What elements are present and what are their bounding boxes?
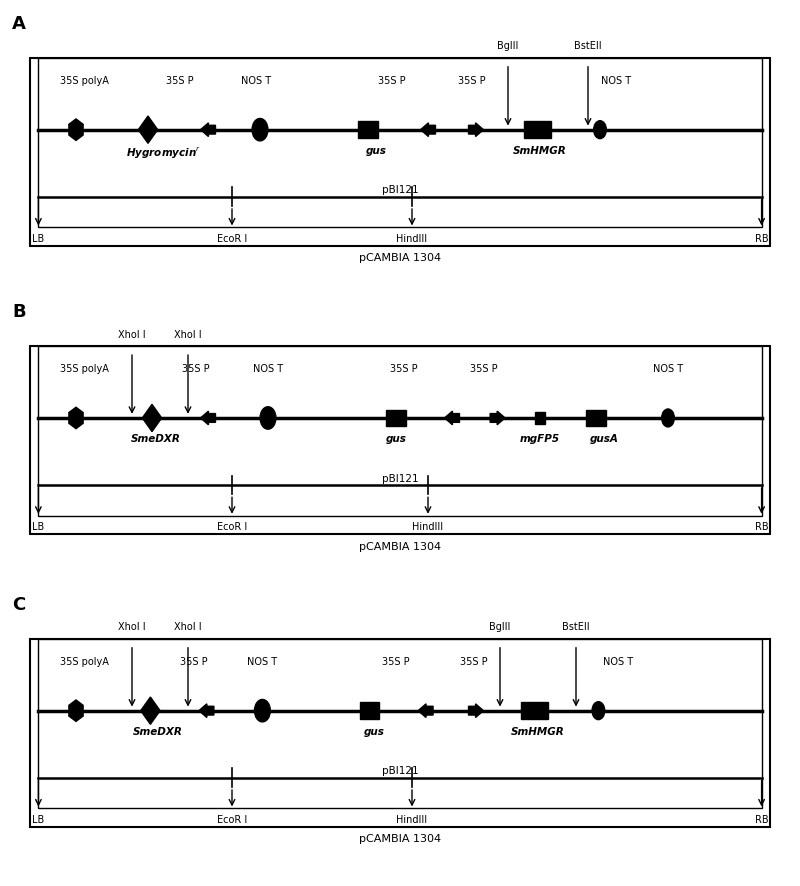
Text: pBI121: pBI121 bbox=[382, 473, 418, 483]
FancyBboxPatch shape bbox=[522, 703, 548, 719]
Text: HindIII: HindIII bbox=[397, 814, 427, 824]
FancyArrow shape bbox=[201, 412, 215, 425]
Polygon shape bbox=[69, 120, 83, 141]
Polygon shape bbox=[69, 408, 83, 429]
FancyArrow shape bbox=[199, 704, 214, 718]
Ellipse shape bbox=[252, 120, 268, 142]
FancyBboxPatch shape bbox=[38, 58, 762, 228]
Text: C: C bbox=[12, 595, 26, 613]
Text: LB: LB bbox=[32, 522, 45, 532]
Text: BglII: BglII bbox=[498, 42, 518, 51]
Text: mgFP5: mgFP5 bbox=[520, 434, 560, 444]
Text: HindIII: HindIII bbox=[413, 522, 443, 532]
Text: pBI121: pBI121 bbox=[382, 766, 418, 775]
FancyBboxPatch shape bbox=[30, 346, 770, 534]
Text: 35S polyA: 35S polyA bbox=[59, 76, 109, 86]
FancyArrow shape bbox=[469, 704, 483, 718]
Text: 35S P: 35S P bbox=[460, 657, 487, 666]
Text: pCAMBIA 1304: pCAMBIA 1304 bbox=[359, 541, 441, 551]
Text: 35S P: 35S P bbox=[470, 364, 498, 374]
Text: RB: RB bbox=[754, 234, 769, 244]
Text: BstEII: BstEII bbox=[562, 622, 590, 632]
Ellipse shape bbox=[260, 408, 276, 430]
Text: SmHMGR: SmHMGR bbox=[510, 727, 565, 736]
Text: NOS T: NOS T bbox=[653, 364, 683, 374]
Text: NOS T: NOS T bbox=[247, 657, 278, 666]
Text: RB: RB bbox=[754, 522, 769, 532]
Text: XhoI I: XhoI I bbox=[174, 330, 202, 339]
FancyBboxPatch shape bbox=[30, 640, 770, 828]
Text: 35S P: 35S P bbox=[390, 364, 418, 374]
FancyArrow shape bbox=[418, 704, 433, 718]
Text: pBI121: pBI121 bbox=[382, 185, 418, 195]
Text: BglII: BglII bbox=[490, 622, 510, 632]
Text: 35S P: 35S P bbox=[182, 364, 210, 374]
FancyArrow shape bbox=[469, 124, 483, 137]
Text: NOS T: NOS T bbox=[253, 364, 283, 374]
Text: EcoR I: EcoR I bbox=[217, 814, 247, 824]
FancyBboxPatch shape bbox=[38, 346, 762, 516]
Text: 35S polyA: 35S polyA bbox=[59, 657, 109, 666]
Text: XhoI I: XhoI I bbox=[174, 622, 202, 632]
Text: LB: LB bbox=[32, 234, 45, 244]
Text: NOS T: NOS T bbox=[602, 657, 633, 666]
Text: Hygromycin$^r$: Hygromycin$^r$ bbox=[126, 146, 202, 161]
Ellipse shape bbox=[592, 702, 605, 719]
FancyArrow shape bbox=[201, 124, 215, 137]
Ellipse shape bbox=[662, 409, 674, 427]
Text: HindIII: HindIII bbox=[397, 234, 427, 244]
Ellipse shape bbox=[254, 700, 270, 722]
Text: SmeDXR: SmeDXR bbox=[131, 434, 181, 444]
Text: EcoR I: EcoR I bbox=[217, 522, 247, 532]
Polygon shape bbox=[141, 697, 160, 725]
FancyBboxPatch shape bbox=[386, 410, 406, 427]
Polygon shape bbox=[142, 405, 162, 432]
Ellipse shape bbox=[594, 121, 606, 139]
Text: gus: gus bbox=[386, 434, 406, 444]
Text: RB: RB bbox=[754, 814, 769, 824]
Text: 35S P: 35S P bbox=[458, 76, 486, 86]
Text: XhoI I: XhoI I bbox=[118, 330, 146, 339]
FancyBboxPatch shape bbox=[525, 122, 551, 139]
Polygon shape bbox=[138, 117, 158, 144]
FancyArrow shape bbox=[490, 412, 505, 425]
Text: gusA: gusA bbox=[590, 434, 618, 444]
FancyArrow shape bbox=[445, 412, 459, 425]
FancyBboxPatch shape bbox=[534, 413, 546, 424]
FancyBboxPatch shape bbox=[30, 58, 770, 246]
FancyBboxPatch shape bbox=[360, 703, 379, 719]
Text: 35S P: 35S P bbox=[166, 76, 194, 86]
FancyBboxPatch shape bbox=[38, 640, 762, 808]
Text: SmHMGR: SmHMGR bbox=[513, 146, 567, 156]
Text: 35S P: 35S P bbox=[180, 657, 207, 666]
Text: pCAMBIA 1304: pCAMBIA 1304 bbox=[359, 253, 441, 263]
Text: A: A bbox=[12, 15, 26, 33]
Text: gus: gus bbox=[364, 727, 385, 736]
Text: 35S P: 35S P bbox=[382, 657, 410, 666]
FancyArrow shape bbox=[421, 124, 435, 137]
FancyBboxPatch shape bbox=[358, 122, 378, 139]
Text: BstEII: BstEII bbox=[574, 42, 602, 51]
Text: SmeDXR: SmeDXR bbox=[133, 727, 182, 736]
Text: EcoR I: EcoR I bbox=[217, 234, 247, 244]
Text: NOS T: NOS T bbox=[241, 76, 271, 86]
Text: gus: gus bbox=[366, 146, 386, 156]
FancyBboxPatch shape bbox=[586, 410, 606, 427]
Text: pCAMBIA 1304: pCAMBIA 1304 bbox=[359, 834, 441, 843]
Text: 35S polyA: 35S polyA bbox=[59, 364, 109, 374]
Text: 35S P: 35S P bbox=[378, 76, 406, 86]
Text: B: B bbox=[12, 303, 26, 321]
Text: XhoI I: XhoI I bbox=[118, 622, 146, 632]
Polygon shape bbox=[69, 700, 83, 721]
Text: LB: LB bbox=[32, 814, 45, 824]
Text: NOS T: NOS T bbox=[601, 76, 631, 86]
